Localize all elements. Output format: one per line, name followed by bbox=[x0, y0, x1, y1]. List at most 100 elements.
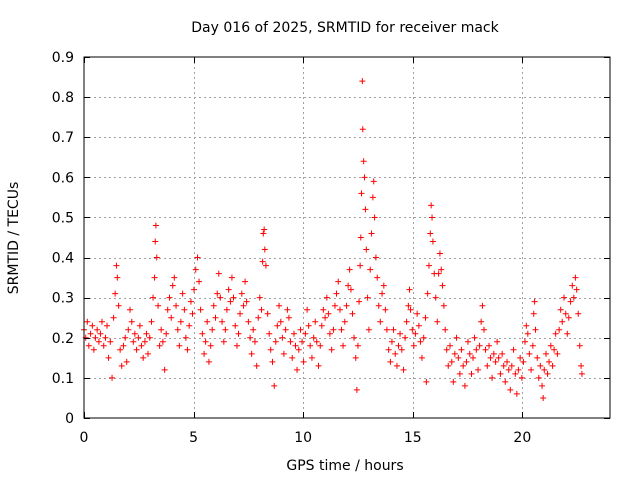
y-tick-label: 0.1 bbox=[52, 371, 74, 387]
data-point-plus bbox=[104, 322, 111, 329]
data-point-plus bbox=[117, 346, 124, 353]
data-point-plus bbox=[248, 350, 255, 357]
data-point-plus bbox=[222, 326, 229, 333]
data-point-plus bbox=[576, 342, 583, 349]
data-point-plus bbox=[242, 278, 249, 285]
data-point-plus bbox=[155, 302, 162, 309]
data-point-plus bbox=[131, 330, 138, 337]
data-point-plus bbox=[369, 194, 376, 201]
data-point-plus bbox=[556, 326, 563, 333]
data-point-plus bbox=[105, 354, 112, 361]
data-point-plus bbox=[315, 362, 322, 369]
y-tick-label: 0.4 bbox=[52, 251, 74, 267]
y-tick-label: 0.7 bbox=[52, 130, 74, 146]
data-point-plus bbox=[280, 350, 287, 357]
data-point-plus bbox=[140, 354, 147, 361]
data-point-plus bbox=[171, 274, 178, 281]
y-tick-label: 0.8 bbox=[52, 90, 74, 106]
data-point-plus bbox=[264, 310, 271, 317]
data-point-plus bbox=[347, 286, 354, 293]
y-axis-label: SRMTID / TECUs bbox=[6, 182, 22, 295]
data-point-plus bbox=[196, 278, 203, 285]
data-point-plus bbox=[507, 386, 514, 393]
data-point-plus bbox=[387, 358, 394, 365]
data-point-plus bbox=[439, 282, 446, 289]
data-point-plus bbox=[297, 326, 304, 333]
data-point-plus bbox=[84, 318, 91, 325]
data-point-plus bbox=[341, 318, 348, 325]
data-point-plus bbox=[262, 262, 269, 269]
data-point-plus bbox=[573, 286, 580, 293]
data-point-plus bbox=[518, 374, 525, 381]
data-point-plus bbox=[158, 326, 165, 333]
data-point-plus bbox=[238, 290, 245, 297]
data-point-plus bbox=[451, 350, 458, 357]
data-point-plus bbox=[510, 346, 517, 353]
data-point-plus bbox=[354, 342, 361, 349]
data-point-plus bbox=[398, 346, 405, 353]
data-point-plus bbox=[325, 310, 332, 317]
data-point-plus bbox=[403, 318, 410, 325]
data-point-plus bbox=[122, 334, 129, 341]
data-point-plus bbox=[435, 270, 442, 277]
data-point-plus bbox=[524, 330, 531, 337]
data-point-plus bbox=[388, 338, 395, 345]
data-point-plus bbox=[143, 330, 150, 337]
data-point-plus bbox=[359, 78, 366, 85]
data-point-plus bbox=[299, 338, 306, 345]
data-point-plus bbox=[250, 326, 257, 333]
data-point-plus bbox=[92, 334, 99, 341]
data-point-plus bbox=[570, 294, 577, 301]
data-point-plus bbox=[442, 326, 449, 333]
data-point-plus bbox=[282, 326, 289, 333]
data-point-plus bbox=[530, 310, 537, 317]
data-point-plus bbox=[417, 338, 424, 345]
data-point-plus bbox=[210, 302, 217, 309]
data-point-plus bbox=[181, 306, 188, 313]
data-point-plus bbox=[141, 338, 148, 345]
data-point-plus bbox=[322, 314, 329, 321]
data-point-plus bbox=[151, 274, 158, 281]
data-point-plus bbox=[557, 306, 564, 313]
x-tick-label: 0 bbox=[80, 430, 89, 446]
data-point-plus bbox=[440, 302, 447, 309]
y-tick-label: 0.6 bbox=[52, 170, 74, 186]
y-tick-label: 0.2 bbox=[52, 331, 74, 347]
data-point-plus bbox=[127, 306, 134, 313]
data-point-plus bbox=[400, 366, 407, 373]
data-point-plus bbox=[392, 350, 399, 357]
data-point-plus bbox=[508, 362, 515, 369]
data-point-plus bbox=[130, 338, 137, 345]
data-point-plus bbox=[323, 294, 330, 301]
data-point-plus bbox=[256, 294, 263, 301]
data-point-plus bbox=[537, 362, 544, 369]
data-point-plus bbox=[463, 358, 470, 365]
data-point-plus bbox=[292, 342, 299, 349]
data-point-plus bbox=[204, 318, 211, 325]
data-point-plus bbox=[307, 342, 314, 349]
data-point-plus bbox=[578, 362, 585, 369]
data-point-plus bbox=[271, 382, 278, 389]
data-point-plus bbox=[528, 366, 535, 373]
data-point-plus bbox=[395, 342, 402, 349]
data-point-plus bbox=[535, 374, 542, 381]
data-point-plus bbox=[351, 334, 358, 341]
data-point-plus bbox=[486, 342, 493, 349]
data-point-plus bbox=[520, 358, 527, 365]
data-point-plus bbox=[168, 314, 175, 321]
data-point-plus bbox=[128, 318, 135, 325]
data-point-plus bbox=[340, 342, 347, 349]
data-point-plus bbox=[497, 370, 504, 377]
data-point-plus bbox=[515, 366, 522, 373]
data-point-plus bbox=[194, 254, 201, 261]
data-point-plus bbox=[207, 342, 214, 349]
data-point-plus bbox=[164, 306, 171, 313]
data-point-plus bbox=[146, 334, 153, 341]
data-point-plus bbox=[412, 330, 419, 337]
data-point-plus bbox=[432, 294, 439, 301]
data-point-plus bbox=[156, 342, 163, 349]
data-point-plus bbox=[253, 362, 260, 369]
data-point-plus bbox=[276, 302, 283, 309]
data-point-plus bbox=[450, 378, 457, 385]
data-point-plus bbox=[272, 338, 279, 345]
